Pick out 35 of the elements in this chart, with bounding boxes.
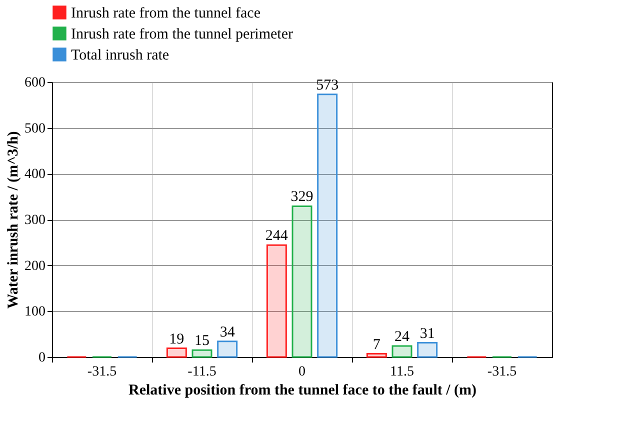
bar	[166, 348, 187, 358]
data-label: 329	[290, 189, 314, 206]
bar	[366, 353, 387, 358]
x-tick-label: -31.5	[87, 364, 117, 380]
bar	[392, 345, 412, 358]
y-tick-label: 0	[38, 350, 46, 366]
legend-label: Inrush rate from the tunnel perimeter	[71, 26, 293, 42]
bar	[217, 340, 238, 358]
data-label: 19	[169, 331, 184, 348]
data-label: 34	[220, 324, 236, 340]
y-tick-label: 600	[24, 76, 46, 90]
data-label: 7	[372, 336, 381, 353]
y-tick-label: 300	[24, 213, 46, 228]
bar	[266, 244, 287, 358]
data-label: 15	[194, 333, 210, 350]
y-axis-title: Water inrush rate / (m^3/h)	[6, 131, 22, 309]
legend-label: Inrush rate from the tunnel face	[71, 6, 261, 22]
x-axis-title: Relative position from the tunnel face to the fault / (m)	[128, 382, 477, 398]
bar	[417, 342, 438, 358]
bar	[292, 205, 312, 358]
y-tick-label: 500	[24, 121, 46, 136]
x-tick-label: 11.5	[390, 364, 414, 380]
x-tick-label: -11.5	[188, 364, 216, 380]
y-tick-label: 200	[24, 258, 46, 274]
data-label: 24	[394, 329, 410, 345]
y-tick-label: 100	[24, 304, 46, 320]
legend-label: Total inrush rate	[71, 48, 170, 64]
data-label: 573	[316, 77, 339, 94]
y-tick-label: 400	[24, 167, 46, 182]
data-label: 31	[420, 326, 435, 342]
bar	[192, 349, 212, 358]
x-tick-label: 0	[298, 364, 306, 380]
x-tick-label: -31.5	[487, 364, 517, 380]
bar	[317, 94, 338, 358]
data-label: 244	[265, 228, 288, 244]
